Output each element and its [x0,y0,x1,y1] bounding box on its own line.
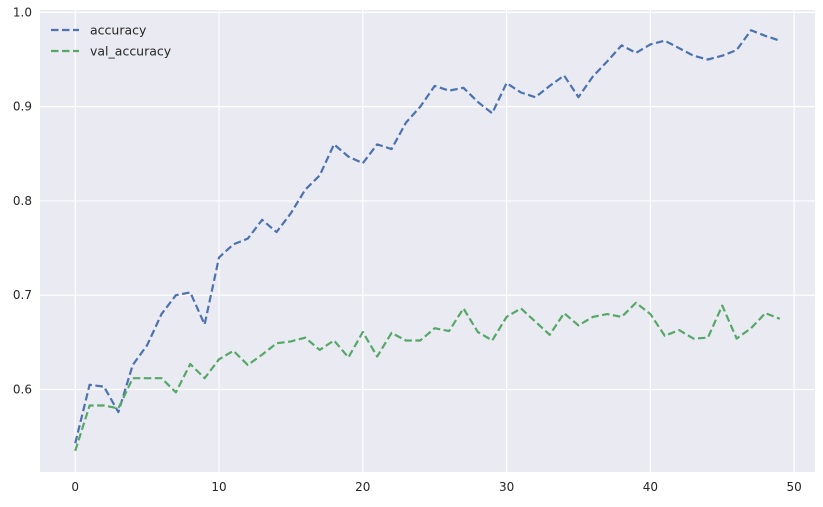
series-line-val-accuracy [74,301,781,452]
x-tick-label: 0 [71,480,79,494]
y-tick-label: 1.0 [13,5,32,19]
y-tick-label: 0.8 [13,194,32,208]
legend-label: val_accuracy [90,44,172,59]
grid-lines [40,10,815,472]
x-tick-label: 10 [211,480,226,494]
x-tick-label: 50 [787,480,802,494]
series-lines [74,29,781,452]
tick-labels: 0 10 20 30 40 50 0.6 0.7 0.8 0.9 1.0 [13,5,802,494]
x-tick-label: 20 [355,480,370,494]
x-tick-label: 30 [499,480,514,494]
legend: accuracy val_accuracy [51,23,172,59]
x-tick-label: 40 [643,480,658,494]
legend-label: accuracy [90,23,147,38]
y-tick-label: 0.7 [13,288,32,302]
series-line-accuracy [74,29,781,444]
plot-area [40,10,815,472]
y-tick-label: 0.6 [13,383,32,397]
y-tick-label: 0.9 [13,100,32,114]
